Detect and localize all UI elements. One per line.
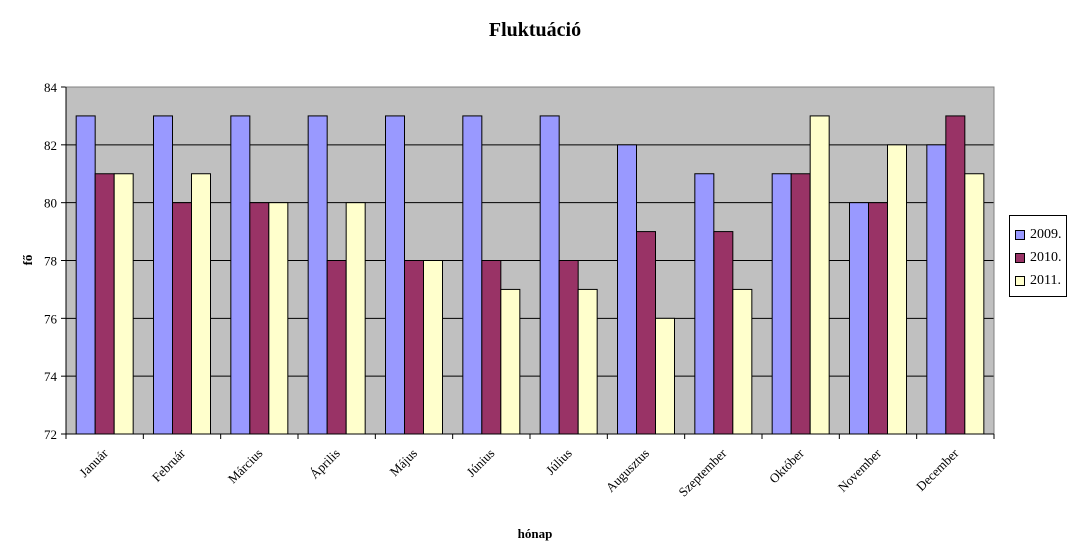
- x-tick-label-11: December: [913, 445, 962, 494]
- bar-1-4: [404, 260, 424, 435]
- bar-2-0: [113, 173, 134, 435]
- legend-item-2: 2011.: [1015, 269, 1066, 292]
- bar-1-10: [868, 202, 888, 435]
- y-tick-label-3: 78: [44, 254, 57, 269]
- x-tick-label-10: November: [835, 445, 885, 495]
- legend-swatch-2: [1015, 275, 1025, 286]
- legend-label-2: 2011.: [1030, 272, 1061, 288]
- y-tick-label-4: 80: [44, 196, 57, 211]
- x-axis-title: hónap: [518, 526, 553, 541]
- bar-0-2: [230, 115, 251, 435]
- bar-2-5: [500, 288, 521, 435]
- x-tick-label-3: Április: [307, 446, 343, 482]
- x-tick-label-6: Július: [543, 446, 575, 478]
- bar-2-8: [732, 288, 753, 435]
- y-tick-label-1: 74: [44, 369, 58, 384]
- legend-swatch-1: [1015, 252, 1025, 263]
- bar-2-10: [887, 144, 907, 435]
- bar-2-2: [268, 202, 289, 435]
- bar-1-8: [713, 231, 734, 435]
- x-tick-label-5: Június: [463, 446, 497, 480]
- y-tick-label-5: 82: [44, 138, 57, 153]
- bar-1-5: [481, 260, 502, 435]
- bar-0-10: [849, 202, 869, 435]
- bar-0-11: [926, 144, 947, 435]
- legend: 2009. 2010. 2011.: [1009, 215, 1067, 297]
- bar-0-0: [75, 115, 96, 435]
- chart-title: Fluktuáció: [489, 19, 581, 41]
- x-tick-label-0: Január: [76, 445, 111, 480]
- bar-2-4: [423, 260, 443, 435]
- x-tick-label-8: Szeptember: [675, 445, 729, 499]
- y-tick-label-2: 76: [44, 311, 58, 326]
- bar-2-1: [191, 173, 211, 435]
- bar-1-1: [172, 202, 192, 435]
- y-tick-label-0: 72: [44, 427, 57, 442]
- bar-0-6: [539, 115, 560, 435]
- legend-label-0: 2009.: [1030, 226, 1062, 242]
- bar-0-4: [385, 115, 405, 435]
- x-tick-label-7: Augusztus: [603, 446, 652, 495]
- bar-2-11: [964, 173, 985, 435]
- x-tick-label-4: Május: [387, 446, 421, 480]
- plot-area: 72 74 76 78 80 82 84 Január Február Március Áprili…: [44, 80, 995, 500]
- bar-0-8: [694, 173, 715, 435]
- y-axis-title: fő: [20, 254, 35, 265]
- bar-1-3: [326, 260, 347, 435]
- bar-2-7: [655, 317, 675, 435]
- bar-1-11: [945, 115, 966, 435]
- x-tick-label-9: Október: [766, 445, 807, 486]
- bar-2-3: [345, 202, 366, 435]
- y-tick-label-6: 84: [44, 80, 58, 95]
- legend-label-1: 2010.: [1030, 249, 1062, 265]
- bar-1-2: [249, 202, 270, 435]
- bar-1-0: [94, 173, 115, 435]
- legend-item-1: 2010.: [1015, 246, 1066, 269]
- bar-1-9: [790, 173, 811, 435]
- bar-0-9: [771, 173, 792, 435]
- bar-2-6: [577, 288, 598, 435]
- bar-0-7: [617, 144, 637, 435]
- bar-0-1: [153, 115, 173, 435]
- bar-1-7: [636, 231, 656, 435]
- bar-0-5: [462, 115, 483, 435]
- bar-2-9: [809, 115, 830, 435]
- x-tick-label-2: Március: [225, 446, 266, 487]
- x-tick-label-1: Február: [149, 445, 189, 485]
- bar-0-3: [307, 115, 328, 435]
- legend-item-0: 2009.: [1015, 223, 1066, 246]
- bar-1-6: [558, 260, 579, 435]
- legend-swatch-0: [1015, 229, 1025, 240]
